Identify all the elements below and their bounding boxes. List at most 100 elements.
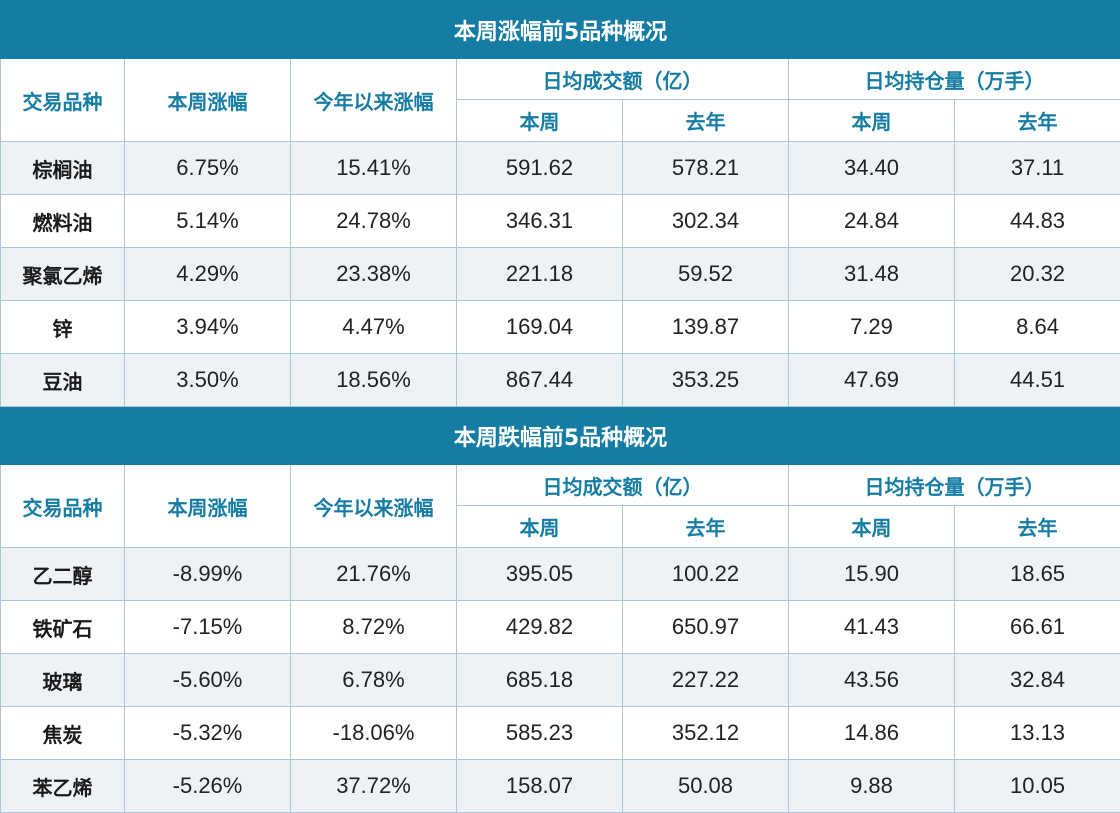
cell-volume-last-year: 302.34: [623, 195, 789, 248]
subheader-volume-this-week: 本周: [457, 100, 623, 142]
header-weekly-change: 本周涨幅: [125, 59, 291, 142]
cell-variety: 苯乙烯: [1, 760, 125, 813]
cell-volume-this-week: 395.05: [457, 548, 623, 601]
cell-weekly-change: -8.99%: [125, 548, 291, 601]
cell-position-last-year: 20.32: [955, 248, 1120, 301]
cell-volume-this-week: 585.23: [457, 707, 623, 760]
cell-volume-last-year: 139.87: [623, 301, 789, 354]
cell-volume-last-year: 59.52: [623, 248, 789, 301]
cell-volume-this-week: 169.04: [457, 301, 623, 354]
cell-ytd-change: 6.78%: [291, 654, 457, 707]
cell-position-last-year: 44.83: [955, 195, 1120, 248]
cell-position-this-week: 24.84: [789, 195, 955, 248]
cell-variety: 玻璃: [1, 654, 125, 707]
header-avg-position: 日均持仓量（万手）: [789, 59, 1120, 100]
subheader-position-last-year: 去年: [955, 100, 1120, 142]
cell-ytd-change: 18.56%: [291, 354, 457, 407]
cell-volume-this-week: 429.82: [457, 601, 623, 654]
header-avg-position: 日均持仓量（万手）: [789, 465, 1120, 506]
cell-variety: 聚氯乙烯: [1, 248, 125, 301]
subheader-volume-last-year: 去年: [623, 100, 789, 142]
cell-ytd-change: 37.72%: [291, 760, 457, 813]
cell-weekly-change: 5.14%: [125, 195, 291, 248]
header-ytd-change: 今年以来涨幅: [291, 59, 457, 142]
cell-ytd-change: 21.76%: [291, 548, 457, 601]
cell-weekly-change: 6.75%: [125, 142, 291, 195]
subheader-volume-last-year: 去年: [623, 506, 789, 548]
cell-volume-last-year: 352.12: [623, 707, 789, 760]
section-title-row: 本周跌幅前5品种概况: [1, 407, 1120, 465]
section-title: 本周跌幅前5品种概况: [1, 407, 1120, 465]
cell-variety: 铁矿石: [1, 601, 125, 654]
cell-volume-this-week: 346.31: [457, 195, 623, 248]
cell-variety: 豆油: [1, 354, 125, 407]
section-title-row: 本周涨幅前5品种概况: [1, 1, 1120, 59]
header-variety: 交易品种: [1, 59, 125, 142]
header-avg-volume: 日均成交额（亿）: [457, 465, 789, 506]
cell-position-last-year: 18.65: [955, 548, 1120, 601]
cell-weekly-change: -5.60%: [125, 654, 291, 707]
cell-weekly-change: 3.50%: [125, 354, 291, 407]
cell-volume-last-year: 650.97: [623, 601, 789, 654]
cell-variety: 燃料油: [1, 195, 125, 248]
header-weekly-change: 本周涨幅: [125, 465, 291, 548]
cell-variety: 棕榈油: [1, 142, 125, 195]
cell-weekly-change: -5.32%: [125, 707, 291, 760]
section-title: 本周涨幅前5品种概况: [1, 1, 1120, 59]
cell-volume-last-year: 227.22: [623, 654, 789, 707]
cell-position-last-year: 32.84: [955, 654, 1120, 707]
cell-ytd-change: 4.47%: [291, 301, 457, 354]
cell-position-this-week: 9.88: [789, 760, 955, 813]
cell-position-this-week: 47.69: [789, 354, 955, 407]
cell-ytd-change: -18.06%: [291, 707, 457, 760]
cell-weekly-change: 3.94%: [125, 301, 291, 354]
cell-variety: 焦炭: [1, 707, 125, 760]
cell-position-last-year: 44.51: [955, 354, 1120, 407]
cell-position-last-year: 10.05: [955, 760, 1120, 813]
cell-volume-last-year: 353.25: [623, 354, 789, 407]
cell-variety: 锌: [1, 301, 125, 354]
cell-position-this-week: 7.29: [789, 301, 955, 354]
cell-volume-this-week: 591.62: [457, 142, 623, 195]
subheader-position-last-year: 去年: [955, 506, 1120, 548]
cell-variety: 乙二醇: [1, 548, 125, 601]
subheader-volume-this-week: 本周: [457, 506, 623, 548]
subheader-position-this-week: 本周: [789, 100, 955, 142]
cell-position-last-year: 37.11: [955, 142, 1120, 195]
header-row: 交易品种本周涨幅今年以来涨幅日均成交额（亿）日均持仓量（万手）: [1, 465, 1120, 506]
cell-weekly-change: -5.26%: [125, 760, 291, 813]
header-variety: 交易品种: [1, 465, 125, 548]
cell-position-this-week: 14.86: [789, 707, 955, 760]
cell-position-this-week: 41.43: [789, 601, 955, 654]
cell-volume-this-week: 867.44: [457, 354, 623, 407]
cell-volume-last-year: 100.22: [623, 548, 789, 601]
cell-ytd-change: 23.38%: [291, 248, 457, 301]
cell-position-this-week: 43.56: [789, 654, 955, 707]
cell-ytd-change: 24.78%: [291, 195, 457, 248]
cell-volume-this-week: 221.18: [457, 248, 623, 301]
cell-volume-last-year: 50.08: [623, 760, 789, 813]
cell-weekly-change: 4.29%: [125, 248, 291, 301]
cell-position-this-week: 31.48: [789, 248, 955, 301]
cell-position-this-week: 15.90: [789, 548, 955, 601]
cell-ytd-change: 8.72%: [291, 601, 457, 654]
header-avg-volume: 日均成交额（亿）: [457, 59, 789, 100]
cell-weekly-change: -7.15%: [125, 601, 291, 654]
header-row: 交易品种本周涨幅今年以来涨幅日均成交额（亿）日均持仓量（万手）: [1, 59, 1120, 100]
subheader-position-this-week: 本周: [789, 506, 955, 548]
cell-position-last-year: 13.13: [955, 707, 1120, 760]
cell-ytd-change: 15.41%: [291, 142, 457, 195]
cell-position-this-week: 34.40: [789, 142, 955, 195]
